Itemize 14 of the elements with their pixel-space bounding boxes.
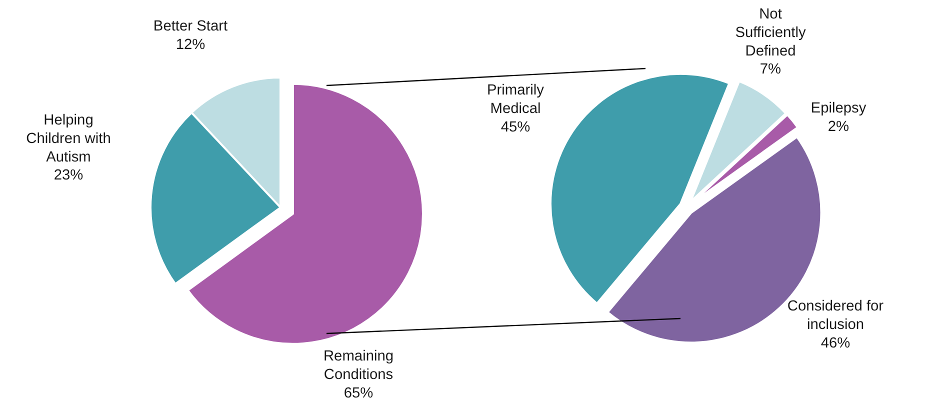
data-label: 2% <box>828 118 850 135</box>
slice-label: Epilepsy <box>810 100 867 116</box>
slice-label: Considered for inclusion <box>787 298 884 333</box>
data-label: 12% <box>176 36 206 53</box>
slice-label: Better Start <box>153 18 228 34</box>
data-label: 23% <box>54 168 84 184</box>
slice-label: Helping Children with Autism <box>26 112 111 166</box>
data-label: 7% <box>760 62 782 78</box>
slice-label: Not Sufficiently Defined <box>735 6 806 60</box>
data-label: 46% <box>820 335 850 352</box>
data-label: 45% <box>500 119 530 136</box>
data-label: 65% <box>344 385 374 402</box>
slice-label: Remaining Conditions <box>323 348 394 383</box>
slice-label: Primarily Medical <box>487 82 545 117</box>
